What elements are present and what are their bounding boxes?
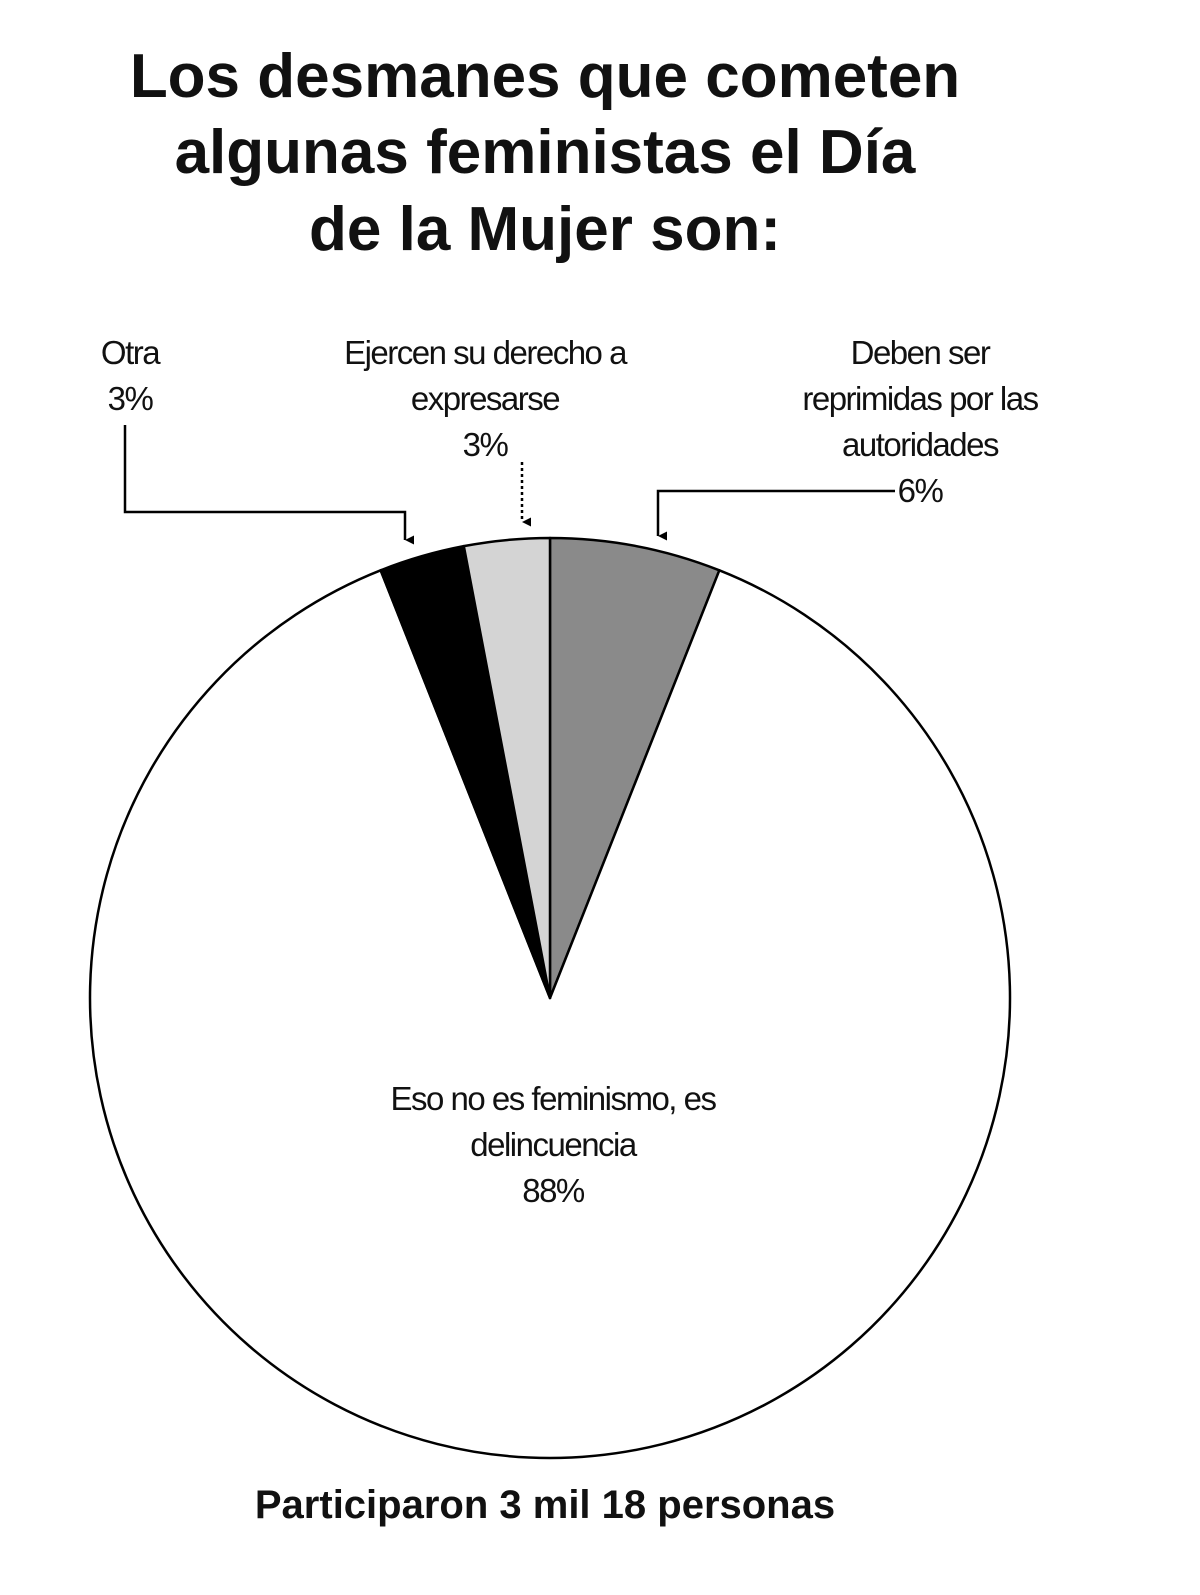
pie-slice bbox=[88, 569, 1012, 1460]
chart-title: algunas feministas el Día bbox=[175, 118, 916, 187]
slice-label: Deben ser reprimidas por las autoridades… bbox=[785, 330, 1055, 514]
value-label: 3% bbox=[107, 380, 154, 417]
category-label: Eso no es feminismo, es delincuencia bbox=[390, 1080, 718, 1163]
chart-title: de la Mujer son: bbox=[309, 195, 781, 264]
value-label: 3% bbox=[462, 426, 509, 463]
pie bbox=[88, 536, 1012, 1460]
category-label: Otra bbox=[100, 334, 161, 371]
category-label: Ejercen su derecho a expresarse bbox=[344, 334, 627, 417]
slice-label: Otra 3% bbox=[75, 330, 185, 422]
category-label: Deben ser reprimidas por las autoridades bbox=[802, 334, 1039, 463]
chart-title: Los desmanes que cometen bbox=[130, 42, 960, 111]
pie-slice bbox=[462, 536, 552, 1000]
footnote: Participaron 3 mil 18 personas bbox=[255, 1483, 835, 1527]
leader-arrow bbox=[123, 425, 414, 545]
slice-label: Ejercen su derecho a expresarse 3% bbox=[315, 330, 655, 468]
slice-label: Eso no es feminismo, es delincuencia 88% bbox=[363, 1076, 743, 1214]
leader-arrow bbox=[656, 489, 895, 541]
value-label: 6% bbox=[897, 472, 944, 509]
value-label: 88% bbox=[522, 1172, 585, 1209]
pie-slice bbox=[548, 536, 721, 1000]
